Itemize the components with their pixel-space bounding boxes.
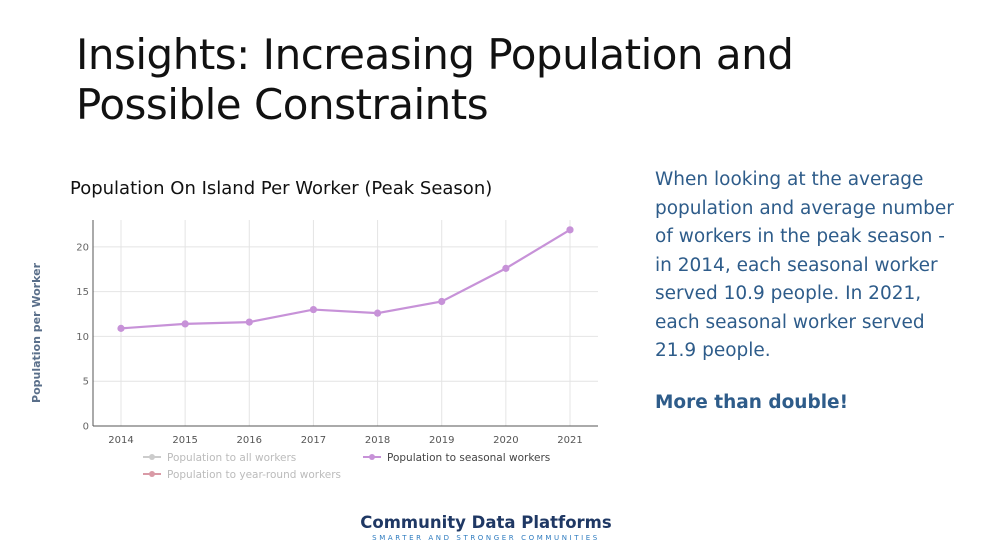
x-tick-label: 2021: [557, 435, 582, 446]
x-tick-label: 2017: [301, 435, 326, 446]
data-point: [502, 264, 510, 272]
brand-logo: Community Data Platforms SMARTER AND STR…: [360, 513, 612, 542]
data-point: [438, 297, 446, 306]
x-tick-label: 2020: [493, 435, 518, 446]
series-line: [120, 228, 571, 330]
legend-swatch-marker: [149, 471, 155, 477]
data-point: [373, 309, 382, 317]
y-tick-label: 15: [76, 287, 89, 298]
data-point: [181, 320, 189, 328]
x-tick-label: 2019: [429, 435, 454, 446]
y-tick-label: 20: [76, 242, 89, 253]
chart-title: Population On Island Per Worker (Peak Se…: [70, 178, 493, 199]
brand-name: Community Data Platforms: [360, 513, 612, 532]
x-tick-label: 2014: [108, 435, 133, 446]
data-point: [566, 226, 574, 234]
data-point: [245, 318, 253, 326]
data-point: [117, 324, 125, 332]
legend-label: Population to year-round workers: [167, 469, 341, 481]
insight-panel: When looking at the average population a…: [655, 166, 965, 417]
data-point: [309, 305, 318, 314]
slide-title: Insights: Increasing Population and Poss…: [76, 30, 794, 129]
legend-label: Population to all workers: [167, 452, 296, 464]
legend-swatch-marker: [369, 454, 375, 460]
y-tick-label: 10: [76, 332, 89, 343]
y-tick-label: 5: [83, 377, 89, 388]
insight-callout: More than double!: [655, 391, 849, 413]
legend-swatch-marker: [149, 454, 155, 460]
brand-tagline: SMARTER AND STRONGER COMMUNITIES: [372, 534, 600, 542]
y-axis-title: Population per Worker: [30, 262, 43, 403]
x-tick-label: 2015: [172, 435, 197, 446]
line-chart: 0 5 10 15 20 2014 2015 2016 2017 2018 2019 2020 2021…: [30, 220, 598, 481]
legend-label: Population to seasonal workers: [387, 452, 550, 464]
y-tick-label: 0: [83, 422, 89, 433]
x-tick-label: 2018: [365, 435, 390, 446]
insight-text: When looking at the average population a…: [655, 169, 954, 361]
x-tick-label: 2016: [237, 435, 262, 446]
